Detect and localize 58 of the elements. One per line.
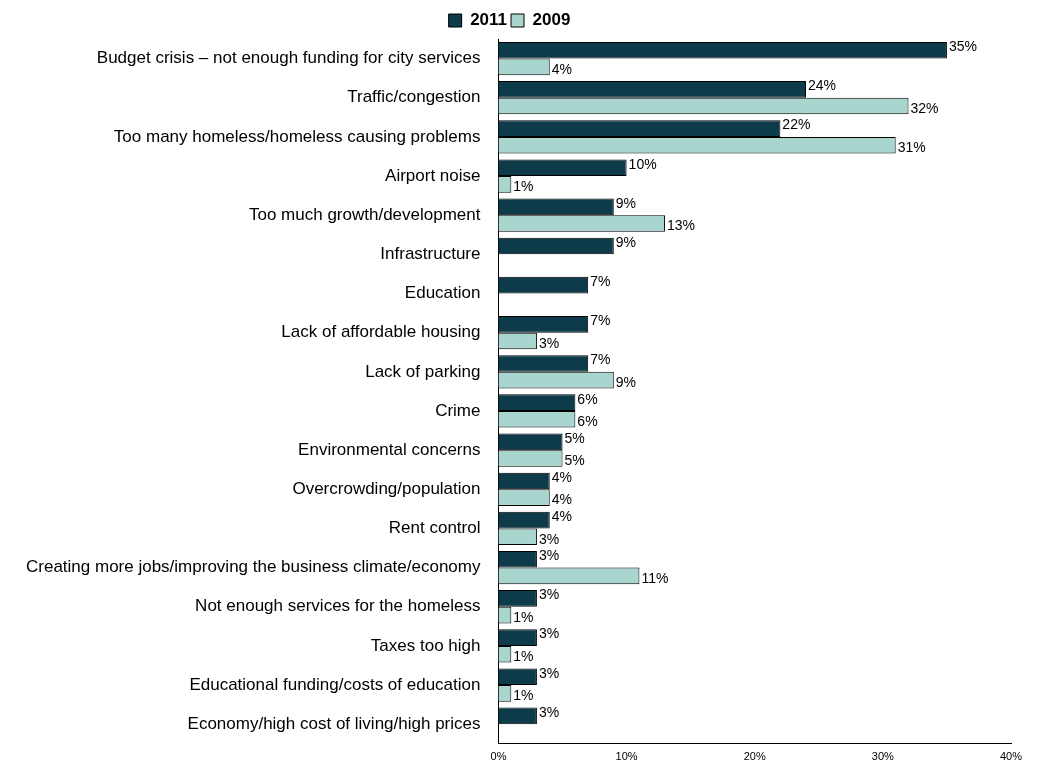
y-tick-label: Taxes too high (370, 635, 481, 655)
y-tick-label: Not enough services for the homeless (195, 596, 481, 616)
y-tick-label: Environmental concerns (298, 439, 481, 459)
data-label: 6% (577, 413, 598, 430)
data-label: 4% (551, 468, 572, 485)
data-label: 3% (538, 625, 560, 642)
y-tick-label: Economy/high cost of living/high prices (187, 713, 481, 733)
data-label: 6% (577, 390, 598, 407)
data-label: 10% (628, 155, 657, 172)
legend-label: 2011 (470, 10, 508, 30)
data-label: 11% (641, 569, 669, 586)
x-tick-label: 0% (490, 750, 507, 763)
x-tick-label: 10% (615, 750, 638, 763)
data-label: 3% (538, 547, 560, 564)
y-tick-label: Educational funding/costs of education (189, 674, 481, 694)
y-tick-label: Budget crisis – not enough funding for city services (96, 48, 481, 68)
data-label: 9% (615, 194, 637, 211)
data-label: 35% (948, 38, 977, 55)
x-tick-label: 20% (743, 750, 766, 763)
data-label: 1% (513, 687, 534, 704)
y-tick-label: Lack of parking (365, 361, 481, 381)
data-label: 3% (538, 334, 560, 351)
data-label: 5% (564, 452, 585, 469)
data-label: 5% (564, 429, 585, 446)
data-label: 4% (551, 60, 572, 77)
data-label: 7% (590, 312, 611, 329)
data-label: 1% (513, 648, 534, 665)
y-tick-label: Rent control (388, 518, 481, 538)
data-label: 3% (538, 586, 560, 603)
data-label: 4% (551, 491, 572, 508)
data-label: 3% (538, 530, 560, 547)
data-label: 9% (615, 233, 637, 250)
y-tick-label: Airport noise (385, 165, 481, 185)
y-tick-label: Too many homeless/homeless causing problems (113, 126, 481, 146)
data-label: 3% (538, 664, 560, 681)
y-tick-label: Education (404, 283, 481, 303)
y-tick-label: Lack of affordable housing (281, 322, 481, 342)
x-tick-label: 30% (871, 750, 895, 763)
data-label: 31% (897, 139, 926, 156)
y-tick-label: Too much growth/development (248, 204, 481, 224)
data-label: 7% (590, 351, 611, 368)
data-label: 4% (551, 507, 572, 524)
data-label: 22% (782, 116, 811, 133)
data-label: 1% (513, 178, 534, 195)
data-label: 9% (615, 374, 637, 390)
data-label: 1% (513, 608, 534, 625)
x-tick-label: 40% (999, 750, 1023, 763)
data-label: 13% (667, 217, 696, 234)
data-label: 32% (910, 99, 939, 116)
data-label: 3% (538, 703, 560, 720)
data-label: 7% (590, 273, 611, 290)
y-tick-label: Crime (435, 400, 481, 420)
y-tick-label: Infrastructure (380, 244, 481, 264)
legend-label: 2009 (532, 10, 571, 30)
data-label: 24% (807, 77, 837, 94)
y-tick-label: Overcrowding/population (292, 478, 481, 498)
y-tick-label: Traffic/congestion (347, 87, 481, 107)
y-tick-label: Creating more jobs/improving the business climate/economy (26, 557, 481, 577)
